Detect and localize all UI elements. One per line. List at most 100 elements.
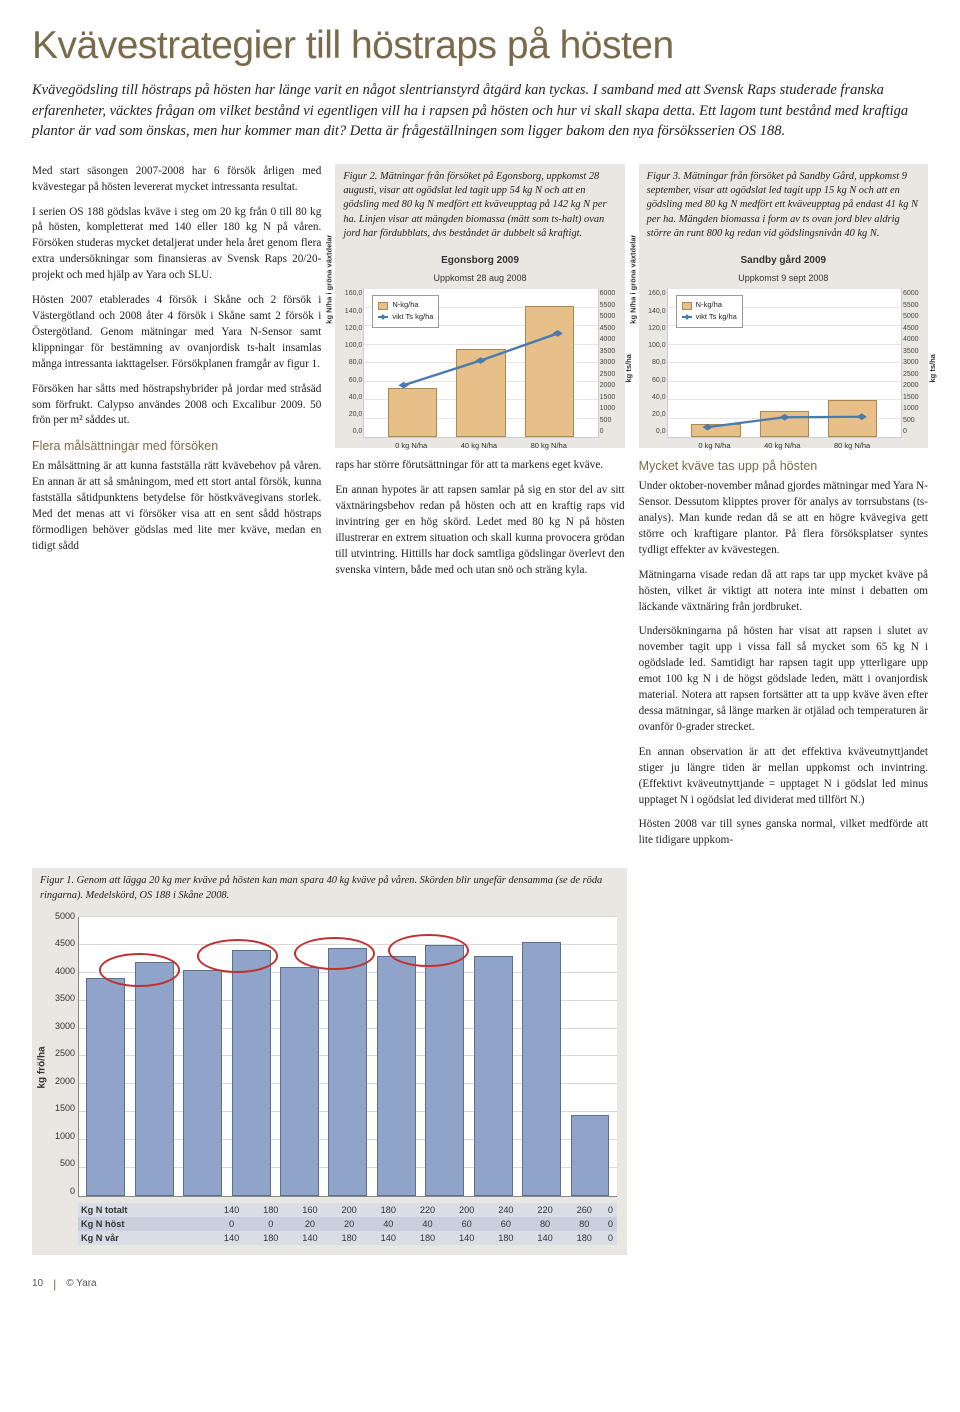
fig1-cell: 60 xyxy=(447,1217,486,1231)
fig1-caption: Figur 1. Genom att lägga 20 kg mer kväve… xyxy=(32,868,627,909)
chart-bar xyxy=(232,950,271,1196)
c1-p3: Hösten 2007 etablerades 4 försök i Skåne… xyxy=(32,293,321,373)
chart-bar xyxy=(377,956,416,1196)
fig1-cell: 140 xyxy=(212,1231,251,1245)
fig1-cell: 200 xyxy=(447,1203,486,1217)
chart-bar xyxy=(183,970,222,1196)
fig3-legend-line: vikt Ts kg/ha xyxy=(696,312,737,323)
three-column-layout: Med start säsongen 2007-2008 har 6 försö… xyxy=(32,164,928,859)
fig3-sub: Uppkomst 9 sept 2008 xyxy=(647,272,920,285)
c3-p3: Undersökningarna på hösten har visat att… xyxy=(639,624,928,735)
fig2-left-axis: kg N/ha i gröna växtdelar xyxy=(325,235,336,324)
fig1-cell: 140 xyxy=(369,1231,408,1245)
fig1-cell: 80 xyxy=(525,1217,564,1231)
c3-p5: Hösten 2008 var till synes ganska normal… xyxy=(639,817,928,849)
fig1-cell: 180 xyxy=(565,1231,604,1245)
page-number: 10 xyxy=(32,1278,43,1289)
fig2-caption: Figur 2. Mätningar från försöket på Egon… xyxy=(335,164,624,248)
fig1-cell: 80 xyxy=(565,1217,604,1231)
chart-bar xyxy=(522,942,561,1196)
lead-paragraph: Kvävegödsling till höstraps på hösten ha… xyxy=(32,80,928,142)
fig2-sub: Uppkomst 28 aug 2008 xyxy=(343,272,616,285)
highlight-ellipse xyxy=(294,937,375,970)
fig1-cell: 160 xyxy=(290,1203,329,1217)
highlight-ellipse xyxy=(388,934,469,967)
fig2-chartbox: Egonsborg 2009 Uppkomst 28 aug 2008 N-kg… xyxy=(335,248,624,449)
page-footer: 10 | © Yara xyxy=(32,1277,928,1291)
fig1-ylabel: kg frö/ha xyxy=(37,1046,48,1088)
page-title: Kvävestrategier till höstraps på hösten xyxy=(32,24,928,68)
fig1-cell: 180 xyxy=(408,1231,447,1245)
fig1-cell: 260 xyxy=(565,1203,604,1217)
fig2-legend-line: vikt Ts kg/ha xyxy=(392,312,433,323)
fig1-table: Kg N totalt14018016020018022020024022026… xyxy=(78,1203,617,1245)
fig3-caption: Figur 3. Mätningar från försöket på Sand… xyxy=(639,164,928,248)
fig3-chart: N-kg/ha vikt Ts kg/ha 160,0140,0120,0100… xyxy=(667,288,902,438)
fig2-right-axis: kg ts/ha xyxy=(624,355,635,383)
c2-p1: raps har större förutsättningar för att … xyxy=(335,458,624,474)
fig1-row-label: Kg N totalt xyxy=(78,1203,212,1217)
fig1-cell: 180 xyxy=(251,1203,290,1217)
chart-bar xyxy=(328,948,367,1196)
column-3: Figur 3. Mätningar från försöket på Sand… xyxy=(639,164,928,859)
fig2-legend-bar: N-kg/ha xyxy=(392,300,418,311)
c1-p5: En målsättning är att kunna fastställa r… xyxy=(32,459,321,554)
fig1-cell: 0 xyxy=(212,1217,251,1231)
c3-p2: Mätningarna visade redan då att raps tar… xyxy=(639,568,928,616)
fig1-cell: 40 xyxy=(369,1217,408,1231)
fig1-cell: 0 xyxy=(604,1217,617,1231)
fig1-cell: 140 xyxy=(447,1231,486,1245)
fig1: Figur 1. Genom att lägga 20 kg mer kväve… xyxy=(32,868,627,1255)
fig1-cell: 140 xyxy=(212,1203,251,1217)
fig3-right-axis: kg ts/ha xyxy=(928,355,939,383)
fig1-cell: 220 xyxy=(525,1203,564,1217)
fig1-row-label: Kg N vår xyxy=(78,1231,212,1245)
fig1-cell: 240 xyxy=(486,1203,525,1217)
footer-divider-icon: | xyxy=(53,1277,56,1291)
fig1-cell: 220 xyxy=(408,1203,447,1217)
fig1-chart: 5000450040003500300025002000150010005000… xyxy=(78,917,617,1197)
fig1-cell: 140 xyxy=(525,1231,564,1245)
fig1-row-label: Kg N höst xyxy=(78,1217,212,1231)
fig1-cell: 180 xyxy=(486,1231,525,1245)
fig1-cell: 20 xyxy=(290,1217,329,1231)
c1-p1: Med start säsongen 2007-2008 har 6 försö… xyxy=(32,164,321,196)
chart-bar xyxy=(280,967,319,1196)
fig1-cell: 180 xyxy=(251,1231,290,1245)
fig1-cell: 200 xyxy=(330,1203,369,1217)
footer-brand: © Yara xyxy=(66,1278,96,1289)
fig1-cell: 20 xyxy=(330,1217,369,1231)
c3-p1: Under oktober-november månad gjordes mät… xyxy=(639,479,928,559)
column-2: Figur 2. Mätningar från försöket på Egon… xyxy=(335,164,624,859)
c1-p2: I serien OS 188 gödslas kväve i steg om … xyxy=(32,205,321,285)
fig1-cell: 0 xyxy=(604,1203,617,1217)
fig1-cell: 40 xyxy=(408,1217,447,1231)
chart-bar xyxy=(86,978,125,1196)
highlight-ellipse xyxy=(197,939,278,972)
fig3-chartbox: Sandby gård 2009 Uppkomst 9 sept 2008 N-… xyxy=(639,248,928,449)
c1-sub1: Flera målsättningar med försöken xyxy=(32,438,321,456)
column-1: Med start säsongen 2007-2008 har 6 försö… xyxy=(32,164,321,859)
chart-bar xyxy=(425,945,464,1196)
fig2-title: Egonsborg 2009 xyxy=(343,254,616,268)
fig3-left-axis: kg N/ha i gröna växtdelar xyxy=(628,235,639,324)
fig3-legend-bar: N-kg/ha xyxy=(696,300,722,311)
fig1-wrap: Figur 1. Genom att lägga 20 kg mer kväve… xyxy=(32,868,928,1255)
fig2-chart: N-kg/ha vikt Ts kg/ha 160,0140,0120,0100… xyxy=(363,288,598,438)
fig1-cell: 0 xyxy=(251,1217,290,1231)
fig1-cell: 140 xyxy=(290,1231,329,1245)
c1-p4: Försöken har såtts med höstrapshybrider … xyxy=(32,382,321,430)
chart-bar xyxy=(474,956,513,1196)
highlight-ellipse xyxy=(99,953,180,986)
c3-p4: En annan observation är att det effektiv… xyxy=(639,745,928,809)
fig2-legend: N-kg/ha vikt Ts kg/ha xyxy=(372,295,439,327)
chart-bar xyxy=(135,962,174,1196)
fig1-cell: 180 xyxy=(330,1231,369,1245)
fig1-cell: 180 xyxy=(369,1203,408,1217)
chart-bar xyxy=(571,1115,610,1196)
fig3-title: Sandby gård 2009 xyxy=(647,254,920,268)
c3-sub1: Mycket kväve tas upp på hösten xyxy=(639,458,928,476)
fig1-cell: 60 xyxy=(486,1217,525,1231)
c2-p2: En annan hypotes är att rapsen samlar på… xyxy=(335,483,624,578)
fig3-legend: N-kg/ha vikt Ts kg/ha xyxy=(676,295,743,327)
